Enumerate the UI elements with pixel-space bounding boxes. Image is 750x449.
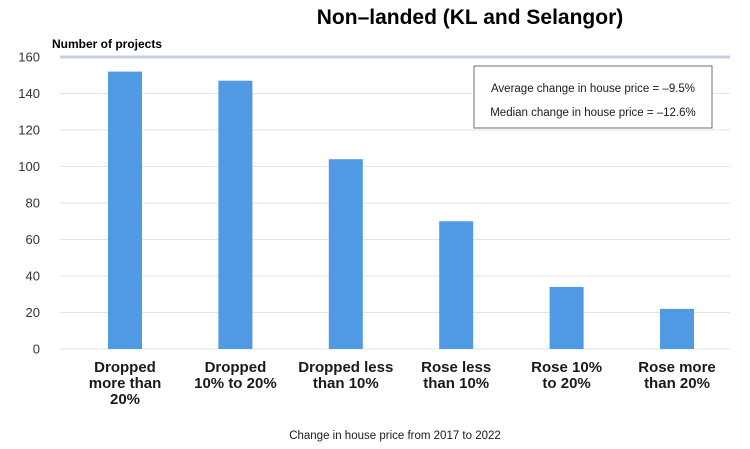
x-category-label: Dropped more than 20%	[89, 359, 162, 408]
bar	[108, 71, 142, 349]
median-change-note: Median change in house price = –12.6%	[490, 107, 696, 119]
y-tick-label: 0	[33, 342, 40, 357]
gridlines	[60, 55, 730, 350]
y-tick-label: 120	[18, 123, 40, 138]
y-tick-label: 100	[18, 159, 40, 174]
annotation-box: Average change in house price = –9.5% Me…	[473, 65, 713, 129]
bar	[549, 286, 584, 349]
y-tick-label: 80	[26, 196, 40, 211]
y-axis-label: Number of projects	[52, 37, 162, 51]
x-axis-label: Change in house price from 2017 to 2022	[289, 430, 501, 442]
x-axis-categories: Dropped more than 20% Dropped 10% to 20% Drop…	[89, 359, 716, 408]
x-category-label: Dropped 10% to 20%	[194, 359, 277, 392]
average-change-note: Average change in house price = –9.5%	[491, 83, 695, 95]
bars	[108, 71, 694, 349]
bar	[660, 308, 694, 349]
y-tick-label: 60	[26, 232, 40, 247]
bar	[439, 221, 474, 349]
y-tick-label: 40	[26, 269, 40, 284]
y-tick-label: 20	[26, 305, 40, 320]
bar	[218, 80, 253, 349]
x-category-label: Dropped less than 10%	[298, 359, 393, 392]
x-category-label: Rose 10% to 20%	[531, 359, 602, 392]
y-tick-label: 160	[18, 50, 40, 65]
y-axis-ticks: 0 20 40 60 80 100 120 140 160	[18, 50, 40, 357]
bar	[328, 159, 363, 349]
chart-title: Non–landed (KL and Selangor)	[317, 6, 623, 29]
y-tick-label: 140	[18, 86, 40, 101]
x-category-label: Rose more than 20%	[638, 359, 716, 392]
x-category-label: Rose less than 10%	[421, 359, 491, 392]
